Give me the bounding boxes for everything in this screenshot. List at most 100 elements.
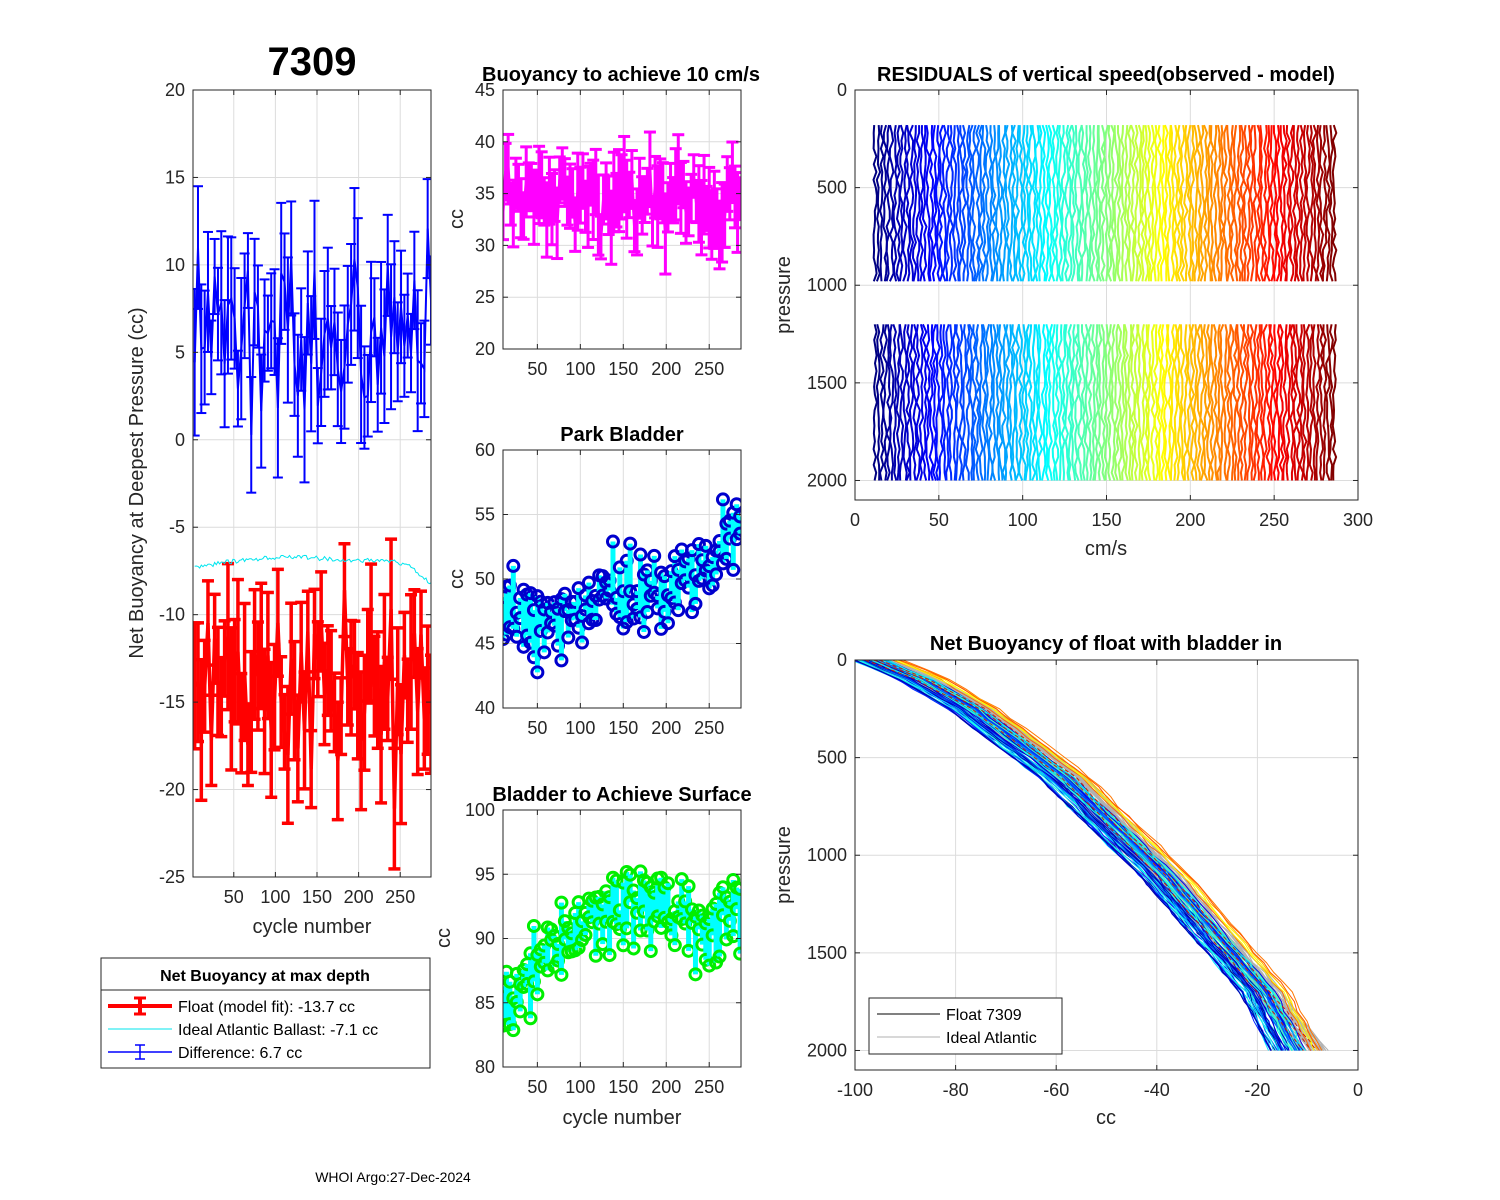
- residual-profile: [978, 324, 984, 481]
- x-tick-label: 200: [344, 887, 374, 907]
- residual-profile: [948, 125, 955, 282]
- residual-profile: [1246, 124, 1252, 282]
- surface-bladder-marker: [660, 876, 675, 891]
- residual-profile: [958, 125, 964, 282]
- residual-profile: [875, 125, 882, 282]
- residuals-ylabel: pressure: [773, 256, 795, 334]
- net-buoyancy-axes-box: [192, 89, 432, 878]
- residual-profile: [1123, 324, 1129, 481]
- residual-profile: [1182, 324, 1189, 481]
- float-7309-profile: [871, 660, 1293, 1051]
- park-bladder-marker: [557, 586, 572, 601]
- residual-profile: [1110, 324, 1116, 481]
- bladder-surface-panel: Bladder to Achieve Surface 50 100 150 200 25…: [433, 784, 752, 1129]
- float-7309-profile: [881, 660, 1301, 1051]
- residual-profile: [1146, 324, 1152, 481]
- residual-profile: [1222, 124, 1229, 282]
- residual-profile: [1067, 124, 1073, 282]
- residual-profile: [1051, 324, 1057, 481]
- residual-profile: [915, 324, 921, 481]
- residual-profile: [1166, 324, 1173, 481]
- net-buoyancy-xlabel: cycle number: [253, 916, 372, 938]
- surface-bladder-marker: [602, 948, 617, 963]
- residual-profile: [878, 324, 885, 481]
- residual-profile: [1136, 324, 1142, 481]
- float-7309-profile-dashed: [879, 660, 1317, 1051]
- residual-profile: [902, 324, 908, 481]
- park-bladder-ticks: 50 100 150 200 250 40 45 50 55 60: [475, 440, 741, 738]
- residual-profile: [1017, 125, 1024, 282]
- residual-profile: [1202, 324, 1209, 481]
- residuals-title: RESIDUALS of vertical speed(observed - m…: [877, 64, 1335, 86]
- x-tick-label: -20: [1244, 1080, 1270, 1100]
- residual-profile: [971, 324, 978, 481]
- residual-profile: [1156, 324, 1162, 481]
- park-bladder-title: Park Bladder: [560, 424, 684, 446]
- residual-profile: [1143, 124, 1149, 282]
- y-tick-label: 40: [475, 132, 495, 152]
- residual-profile: [1212, 324, 1219, 481]
- residual-profile: [1047, 124, 1053, 282]
- bladder-in-legend-box: [868, 997, 1063, 1055]
- residual-profile: [1176, 124, 1182, 282]
- residual-profile: [1077, 324, 1083, 481]
- residual-profile: [892, 323, 898, 481]
- residual-profile: [1011, 324, 1017, 481]
- y-tick-label: 95: [475, 864, 495, 884]
- residual-profile: [1120, 125, 1126, 282]
- residual-profile: [1292, 125, 1298, 282]
- residual-profile: [1196, 124, 1202, 282]
- y-tick-label: 60: [475, 440, 495, 460]
- residual-profile: [1054, 124, 1060, 282]
- residual-profile: [1054, 324, 1060, 481]
- residual-profile: [991, 125, 997, 282]
- bladder-in-ylabel: pressure: [773, 826, 795, 904]
- residual-profile: [1037, 324, 1044, 481]
- y-tick-label: 500: [817, 748, 847, 768]
- net-buoyancy-ylabel: Net Buoyancy at Deepest Pressure (cc): [126, 307, 148, 658]
- surface-bladder-marker: [729, 902, 741, 917]
- residual-profile: [1126, 124, 1132, 282]
- residual-profile: [1156, 124, 1163, 282]
- residual-profile: [1057, 124, 1064, 282]
- residual-profile: [1279, 125, 1285, 282]
- x-tick-label: 0: [1353, 1080, 1363, 1100]
- buoyancy-10cms-line: [503, 165, 741, 238]
- difference-line: [193, 228, 431, 435]
- residual-profile: [968, 124, 974, 282]
- residual-profile: [1130, 124, 1136, 282]
- residual-profile: [1113, 324, 1120, 481]
- y-tick-label: 1000: [807, 845, 847, 865]
- residual-profile: [1073, 324, 1080, 481]
- x-tick-label: 250: [694, 1077, 724, 1097]
- surface-bladder-marker: [526, 918, 541, 933]
- park-bladder-marker: [506, 558, 521, 573]
- float-7309-profile-dashed: [865, 660, 1304, 1051]
- residual-profile: [1140, 324, 1146, 481]
- residual-profile: [1216, 124, 1222, 282]
- park-bladder-marker: [729, 532, 741, 547]
- residual-profile: [997, 324, 1004, 481]
- residual-profile: [872, 324, 878, 481]
- park-bladder-marker: [729, 497, 741, 512]
- park-bladder-marker: [571, 581, 586, 596]
- y-tick-label: 5: [175, 342, 185, 362]
- park-bladder-marker: [726, 562, 741, 577]
- x-tick-label: 50: [527, 1077, 547, 1097]
- y-tick-label: 100: [465, 800, 495, 820]
- x-tick-label: -60: [1043, 1080, 1069, 1100]
- residual-profile: [1001, 324, 1007, 481]
- residual-profile: [1272, 324, 1278, 481]
- residual-profile: [931, 124, 938, 282]
- legend-entry-float: Float (model fit): -13.7 cc: [178, 999, 355, 1016]
- y-tick-label: -25: [159, 867, 185, 887]
- residual-profile: [965, 124, 971, 282]
- residual-profile: [1106, 324, 1113, 481]
- residual-profile: [1044, 124, 1050, 282]
- y-tick-label: 85: [475, 993, 495, 1013]
- residual-profile: [942, 324, 947, 481]
- residual-profile: [908, 324, 915, 481]
- park-bladder-marker: [619, 615, 634, 630]
- residual-profile: [1090, 125, 1096, 282]
